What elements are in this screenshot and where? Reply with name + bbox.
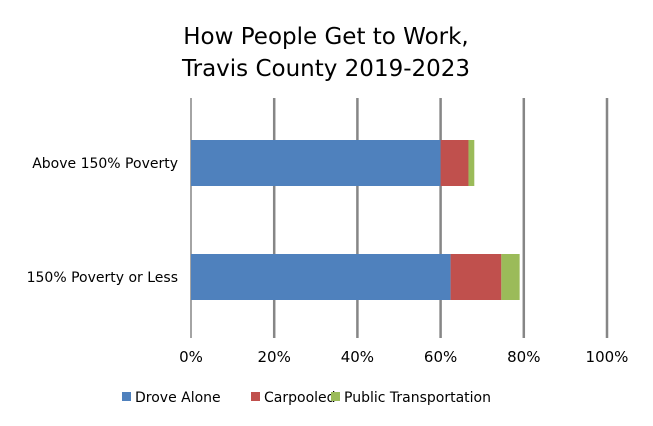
chart-title-line-2: Travis County 2019-2023 bbox=[181, 56, 470, 82]
x-tick-label: 60% bbox=[424, 348, 457, 366]
legend-swatch bbox=[251, 392, 260, 401]
bar-drove-alone bbox=[191, 254, 451, 300]
x-tick-label: 100% bbox=[586, 348, 629, 366]
bar-public-transportation bbox=[468, 140, 475, 186]
category-label: Above 150% Poverty bbox=[32, 156, 178, 172]
chart-title-line-1: How People Get to Work, bbox=[183, 24, 468, 50]
legend-swatch bbox=[331, 392, 340, 401]
x-tick-label: 40% bbox=[341, 348, 374, 366]
legend-label: Drove Alone bbox=[135, 390, 221, 406]
x-tick-label: 0% bbox=[179, 348, 203, 366]
bar-drove-alone bbox=[191, 140, 441, 186]
bar-carpooled bbox=[450, 254, 502, 300]
x-tick-label: 20% bbox=[258, 348, 291, 366]
legend-swatch bbox=[122, 392, 131, 401]
legend-label: Public Transportation bbox=[344, 390, 491, 406]
legend-label: Carpooled bbox=[264, 390, 336, 406]
x-tick-label: 80% bbox=[507, 348, 540, 366]
bar-public-transportation bbox=[501, 254, 520, 300]
category-label: 150% Poverty or Less bbox=[27, 270, 178, 286]
bar-carpooled bbox=[440, 140, 469, 186]
